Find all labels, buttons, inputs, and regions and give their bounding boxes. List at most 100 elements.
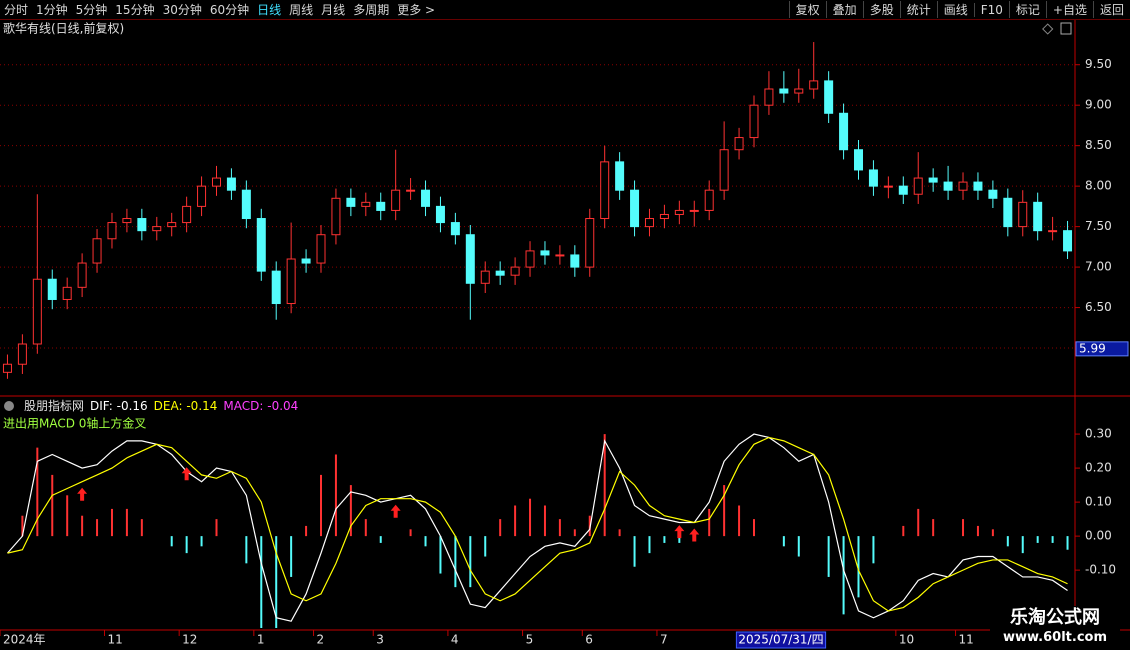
toolbar-button[interactable]: 多股 — [862, 1, 900, 18]
indicator-subtitle: 进出用MACD 0轴上方金叉 — [3, 416, 146, 431]
toolbar-button[interactable]: 叠加 — [825, 1, 863, 18]
candle-body — [182, 205, 192, 224]
candle-body — [555, 254, 565, 257]
candle-body — [839, 112, 849, 151]
toolbar-button[interactable]: 日线 — [257, 3, 282, 17]
watermark: 乐淘公式网 www.60lt.com — [990, 606, 1120, 650]
candle-body — [570, 254, 580, 268]
indicator-title: 股朋指标网 — [24, 398, 84, 413]
toolbar-button[interactable]: 月线 — [321, 3, 346, 17]
toolbar-button[interactable]: 标记 — [1008, 1, 1046, 18]
candle-body — [988, 189, 998, 199]
candle-body — [630, 189, 640, 228]
candle-body — [62, 286, 72, 300]
golden-cross-arrow — [181, 467, 192, 481]
chart-title: 歌华有线(日线,前复权) — [3, 21, 124, 36]
toolbar-button[interactable]: +自选 — [1045, 1, 1093, 18]
y-tick-label: -0.10 — [1085, 563, 1116, 577]
indicator-line — [7, 436, 1068, 612]
candle-body — [913, 177, 923, 195]
candle-body — [197, 185, 207, 207]
golden-cross-arrow — [674, 525, 685, 539]
candle-body — [2, 363, 12, 373]
toolbar: 分时 1分钟 5分钟 15分钟 30分钟 60分钟 日线 周线 月线 多周期 更多 > 复权 叠加 多股… — [0, 0, 1130, 20]
candle-body — [450, 222, 460, 236]
x-tick-label: 2 — [317, 633, 325, 647]
toolbar-button[interactable]: 多周期 — [353, 3, 390, 17]
y-tick-label: 9.50 — [1085, 57, 1112, 71]
candle-body — [540, 250, 550, 256]
y-tick-label: 7.50 — [1085, 219, 1112, 233]
candle-body — [749, 104, 759, 139]
candle-body — [824, 80, 834, 114]
toolbar-button[interactable]: 60分钟 — [209, 3, 250, 17]
indicator-line — [7, 433, 1068, 622]
toolbar-button[interactable]: 分时 — [4, 3, 29, 17]
candle-body — [689, 209, 699, 212]
toolbar-button[interactable]: 复权 — [788, 1, 826, 18]
candle-body — [615, 161, 625, 191]
watermark-url: www.60lt.com — [1002, 630, 1108, 645]
candle-body — [107, 222, 117, 240]
candle-body — [659, 213, 669, 220]
candle-body — [854, 149, 864, 171]
candle-body — [779, 88, 789, 94]
toolbar-button[interactable]: 30分钟 — [162, 3, 202, 17]
x-tick-label: 1 — [257, 633, 265, 647]
candle-body — [435, 205, 445, 224]
candle-body — [1048, 230, 1058, 233]
candle-body — [510, 266, 520, 276]
cursor-price-label: 5.99 — [1079, 341, 1106, 355]
candle-body — [137, 218, 147, 232]
candle-body — [898, 185, 908, 195]
candle-body — [47, 278, 57, 300]
x-tick-label: 11 — [959, 633, 974, 647]
x-tick-label: 11 — [108, 633, 123, 647]
candle-body — [421, 189, 431, 207]
y-tick-label: 7.00 — [1085, 260, 1112, 274]
candle-body — [122, 218, 132, 224]
y-tick-label: 6.50 — [1085, 300, 1112, 314]
candle-body — [704, 189, 714, 211]
candle-body — [1063, 230, 1073, 252]
x-tick-label: 4 — [451, 633, 459, 647]
toolbar-button[interactable]: 统计 — [899, 1, 937, 18]
candle-body — [17, 343, 27, 365]
candle-body — [391, 189, 401, 211]
panel-icon — [1042, 23, 1054, 35]
y-tick-label: 8.00 — [1085, 179, 1112, 193]
candle-body — [1033, 201, 1043, 232]
toolbar-button[interactable]: 返回 — [1092, 1, 1130, 18]
candle-body — [794, 88, 804, 94]
candle-body — [376, 201, 386, 211]
candle-body — [286, 258, 296, 305]
candle-body — [167, 222, 177, 228]
cursor-price-box — [1075, 341, 1129, 357]
toolbar-button[interactable]: 15分钟 — [115, 3, 155, 17]
x-tick-label: 6 — [585, 633, 593, 647]
candle-body — [973, 181, 983, 191]
chart: 6.006.507.007.508.008.509.009.50-0.100.0… — [0, 20, 1130, 650]
candle-body — [152, 226, 162, 232]
panel-icon — [1060, 22, 1072, 35]
x-tick-label: 2024年 — [3, 633, 46, 647]
candle-body — [465, 234, 475, 284]
golden-cross-arrow — [689, 528, 700, 542]
candle-body — [644, 218, 654, 228]
toolbar-button[interactable]: 画线 — [936, 1, 974, 18]
toolbar-button[interactable]: 更多 > — [397, 3, 436, 17]
toolbar-button[interactable]: 1分钟 — [36, 3, 68, 17]
cursor-date-box — [735, 631, 827, 649]
candle-body — [1003, 197, 1013, 228]
candle-body — [256, 218, 266, 272]
toolbar-button[interactable]: F10 — [973, 2, 1009, 17]
toolbar-button[interactable]: 5分钟 — [75, 3, 108, 17]
watermark-title: 乐淘公式网 — [1010, 607, 1100, 628]
candle-body — [868, 169, 878, 187]
candle-body — [883, 185, 893, 188]
candle-body — [525, 250, 535, 268]
candle-body — [495, 270, 505, 276]
toolbar-button[interactable]: 周线 — [289, 3, 314, 17]
x-tick-label: 10 — [899, 633, 914, 647]
period-tabs: 分时 1分钟 5分钟 15分钟 30分钟 60分钟 日线 周线 月线 多周期 更多 > — [0, 0, 439, 19]
